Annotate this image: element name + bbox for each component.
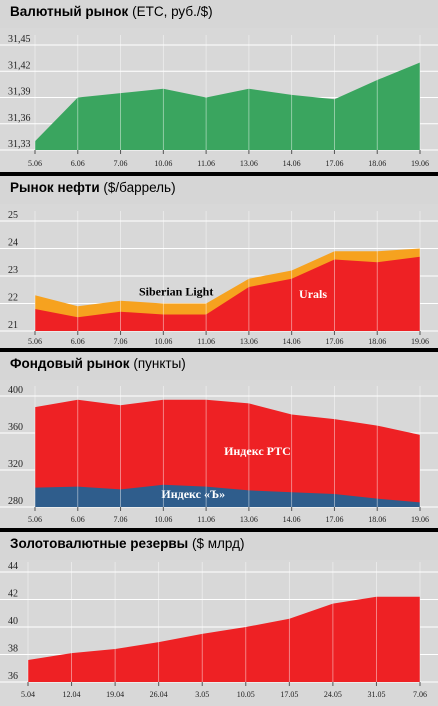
x-tick-label: 6.06	[71, 159, 85, 168]
series-label: Индекс РТС	[224, 444, 291, 458]
y-tick-label: 31,42	[8, 60, 31, 71]
y-tick-label: 31,45	[8, 34, 31, 45]
chart-panel-stock: Фондовый рынок (пункты) 400 360 320 280 5.06…	[0, 352, 438, 528]
y-tick-label: 31,36	[8, 113, 31, 124]
chart-header	[0, 0, 438, 28]
reserves-chart-plot: 44 42 40 38 365.04 12.04 19.04 26.04 3.05 10.05 17…	[0, 561, 438, 699]
series-label: Индекс «Ъ»	[161, 487, 225, 501]
chart-subtitle: (ЕТС, руб./$)	[132, 4, 213, 19]
chart-title: Валютный рынок	[10, 4, 129, 19]
x-tick-label: 26.04	[150, 690, 168, 699]
chart-title: Золотовалютные резервы	[10, 536, 189, 551]
y-tick-label: 44	[8, 561, 18, 572]
x-tick-label: 13.06	[240, 159, 258, 168]
y-tick-label: 320	[8, 459, 23, 470]
chart-title-row: Валютный рынок (ЕТС, руб./$)	[10, 4, 213, 19]
x-tick-label: 12.04	[63, 690, 81, 699]
divider	[0, 528, 438, 532]
x-tick-label: 19.06	[411, 159, 429, 168]
x-tick-label: 7.06	[114, 337, 128, 346]
oil-chart-plot: 25 24 23 22 21 5.06 6.06 7.06 10.06 11.06 13.06 14.…	[0, 210, 438, 346]
chart-title-row: Рынок нефти ($/баррель)	[10, 180, 176, 195]
x-tick-label: 10.06	[154, 159, 172, 168]
x-tick-label: 3.05	[195, 690, 209, 699]
y-tick-label: 42	[8, 589, 18, 600]
chart-subtitle: (пункты)	[133, 356, 186, 371]
x-tick-label: 31.05	[367, 690, 385, 699]
x-tick-label: 18.06	[368, 159, 386, 168]
x-tick-label: 11.06	[197, 159, 215, 168]
x-tick-label: 19.06	[411, 337, 429, 346]
x-tick-label: 5.06	[28, 515, 42, 524]
y-tick-label: 23	[8, 265, 18, 276]
stock-chart-plot: 400 360 320 280 5.06 6.06 7.06 10.06 11.06 13.06 1…	[0, 385, 438, 524]
y-tick-label: 22	[8, 293, 18, 304]
x-tick-label: 13.06	[240, 337, 258, 346]
y-tick-label: 24	[8, 238, 18, 249]
x-tick-label: 5.06	[28, 159, 42, 168]
y-tick-label: 31,33	[8, 139, 31, 150]
series-label: Siberian Light	[139, 284, 213, 298]
x-tick-label: 11.06	[197, 515, 215, 524]
x-tick-label: 6.06	[71, 337, 85, 346]
y-tick-label: 400	[8, 385, 23, 396]
x-tick-label: 10.06	[154, 337, 172, 346]
chart-subtitle: ($ млрд)	[191, 536, 245, 551]
x-tick-label: 10.05	[237, 690, 255, 699]
x-tick-label: 14.06	[283, 515, 301, 524]
series-area	[35, 62, 420, 150]
y-tick-label: 21	[8, 320, 18, 331]
x-tick-label: 11.06	[197, 337, 215, 346]
x-tick-label: 5.06	[28, 337, 42, 346]
x-tick-label: 19.06	[411, 515, 429, 524]
y-tick-label: 36	[8, 671, 18, 682]
x-tick-label: 7.06	[114, 159, 128, 168]
chart-title-row: Фондовый рынок (пункты)	[10, 356, 186, 371]
x-tick-label: 14.06	[283, 159, 301, 168]
series-label: Urals	[299, 287, 327, 301]
x-tick-label: 17.06	[325, 337, 343, 346]
x-tick-label: 10.06	[154, 515, 172, 524]
divider	[0, 172, 438, 176]
chart-panel-reserves: Золотовалютные резервы ($ млрд) 44 42 40 38…	[0, 532, 438, 706]
x-tick-label: 24.05	[324, 690, 342, 699]
chart-panel-oil: Рынок нефти ($/баррель) 25 24 23 22 21 5.06 6.…	[0, 176, 438, 348]
y-tick-label: 360	[8, 422, 23, 433]
x-tick-label: 17.06	[325, 159, 343, 168]
x-tick-label: 14.06	[283, 337, 301, 346]
chart-panel-currency: Валютный рынок (ЕТС, руб./$) 31,45 31,42 3…	[0, 0, 438, 172]
x-tick-label: 19.04	[106, 690, 124, 699]
x-tick-label: 17.06	[325, 515, 343, 524]
chart-header	[0, 176, 438, 204]
currency-chart-plot: 31,45 31,42 31,39 31,36 31,33 5.06 6.06 7.06 10.…	[0, 34, 438, 168]
chart-title: Рынок нефти	[10, 180, 100, 195]
chart-subtitle: ($/баррель)	[103, 180, 176, 195]
x-tick-label: 7.06	[114, 515, 128, 524]
y-tick-label: 25	[8, 210, 18, 221]
x-tick-label: 6.06	[71, 515, 85, 524]
x-tick-label: 5.04	[21, 690, 35, 699]
chart-header	[0, 532, 438, 560]
series-area	[35, 399, 420, 507]
series-area	[35, 484, 420, 507]
y-tick-label: 31,39	[8, 87, 31, 98]
divider	[0, 348, 438, 352]
x-tick-label: 18.06	[368, 337, 386, 346]
y-tick-label: 38	[8, 644, 18, 655]
chart-title: Фондовый рынок	[10, 356, 130, 371]
chart-title-row: Золотовалютные резервы ($ млрд)	[10, 536, 244, 551]
x-tick-label: 13.06	[240, 515, 258, 524]
x-tick-label: 7.06	[413, 690, 427, 699]
chart-header	[0, 352, 438, 380]
series-area	[28, 596, 420, 682]
y-tick-label: 280	[8, 496, 23, 507]
x-tick-label: 17.05	[280, 690, 298, 699]
x-tick-label: 18.06	[368, 515, 386, 524]
series-area	[35, 256, 420, 331]
y-tick-label: 40	[8, 616, 18, 627]
